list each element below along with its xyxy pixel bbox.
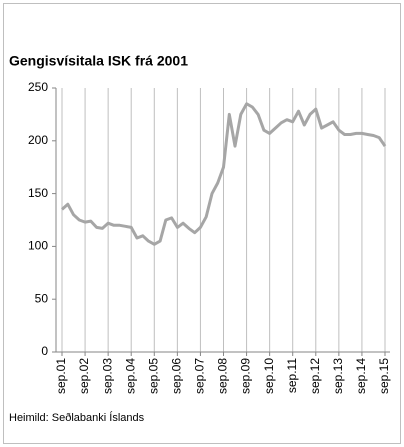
y-tick-label: 50	[35, 291, 49, 305]
x-tick-label: sep.08	[216, 358, 230, 394]
x-tick-label: sep.05	[146, 358, 160, 394]
y-tick-label: 0	[41, 344, 48, 358]
x-tick-label: sep.11	[285, 358, 299, 393]
x-tick-label: sep.12	[308, 358, 322, 394]
x-tick-label: sep.07	[193, 358, 207, 394]
line	[60, 102, 387, 246]
x-tick-label: sep.14	[354, 358, 368, 394]
x-tick-label: sep.01	[54, 358, 68, 394]
x-tick-label: sep.03	[100, 358, 114, 394]
x-tick-label: sep.15	[377, 358, 391, 394]
x-tick-label: sep.06	[170, 358, 184, 394]
x-tick-label: sep.13	[331, 358, 345, 394]
source: Heimild: Seðlabanki Íslands	[9, 411, 145, 424]
x-tick-label: sep.04	[123, 358, 137, 394]
y-tick-label: 100	[28, 239, 48, 253]
y-tick-label: 150	[28, 186, 48, 200]
x-tick-label: sep.10	[262, 358, 276, 394]
x-tick-label: sep.09	[239, 358, 253, 394]
x-tick-label: sep.02	[77, 358, 91, 394]
y-tick-label: 250	[28, 80, 48, 94]
chart-title: Gengisvísitala ISK frá 2001	[9, 53, 188, 69]
y-tick-label: 200	[28, 133, 48, 147]
